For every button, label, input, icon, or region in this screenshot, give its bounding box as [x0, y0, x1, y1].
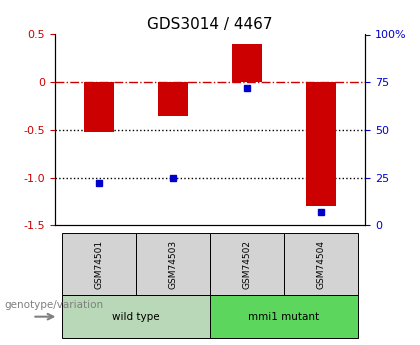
Bar: [84, 82, 114, 132]
Title: GDS3014 / 4467: GDS3014 / 4467: [147, 17, 273, 32]
FancyBboxPatch shape: [210, 295, 358, 338]
FancyBboxPatch shape: [284, 233, 358, 295]
Text: mmi1 mutant: mmi1 mutant: [249, 312, 320, 322]
Text: GSM74503: GSM74503: [168, 240, 178, 289]
Bar: [232, 44, 262, 82]
FancyBboxPatch shape: [210, 233, 284, 295]
Text: GSM74502: GSM74502: [242, 240, 252, 289]
Bar: [158, 82, 188, 116]
Text: GSM74501: GSM74501: [94, 240, 103, 289]
Text: genotype/variation: genotype/variation: [4, 300, 103, 310]
Text: wild type: wild type: [112, 312, 160, 322]
Text: GSM74504: GSM74504: [317, 240, 326, 289]
FancyBboxPatch shape: [62, 295, 210, 338]
FancyBboxPatch shape: [62, 233, 136, 295]
FancyBboxPatch shape: [136, 233, 210, 295]
Bar: [306, 82, 336, 206]
